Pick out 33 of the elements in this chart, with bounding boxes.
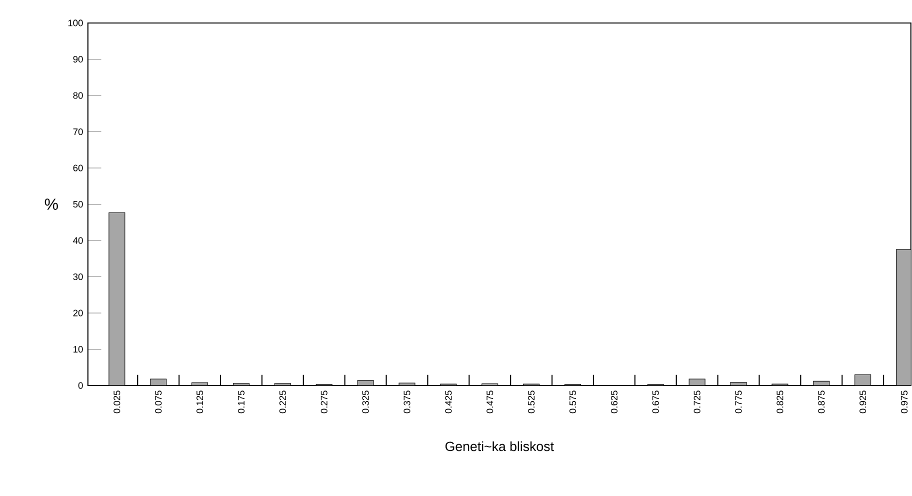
- x-tick-label: 0.575: [569, 390, 576, 414]
- x-tick-label: 0.525: [528, 390, 535, 414]
- y-tick-label: 90: [73, 56, 83, 62]
- y-tick-label: 10: [74, 346, 83, 352]
- x-tick-label: 0.175: [238, 390, 245, 414]
- y-tick-label: 40: [73, 237, 83, 244]
- y-tick-label: 0: [78, 382, 83, 389]
- y-tick-label: 80: [73, 92, 83, 99]
- x-tick-label: 0.075: [155, 390, 162, 414]
- x-tick-label: 0.025: [114, 390, 120, 414]
- y-tick-label: 50: [73, 200, 83, 208]
- y-tick-label: 70: [73, 128, 83, 135]
- x-axis-title: Geneti~ka bliskost: [445, 441, 554, 451]
- x-tick-label: 0.625: [610, 390, 618, 414]
- x-tick-label: 0.825: [776, 390, 784, 414]
- x-tick-label: 0.475: [486, 390, 494, 414]
- y-axis-title: %: [44, 198, 58, 210]
- y-tick-label: 60: [73, 164, 83, 172]
- y-tick-label: 30: [73, 273, 83, 280]
- x-tick-label: 0.875: [818, 390, 825, 414]
- x-tick-label: 0.925: [860, 390, 866, 414]
- y-tick-label: 20: [73, 310, 83, 316]
- x-tick-label: 0.225: [279, 390, 286, 414]
- x-tick-label: 0.375: [404, 390, 410, 414]
- x-tick-label: 0.725: [694, 390, 700, 414]
- x-tick-label: 0.125: [196, 390, 204, 414]
- x-tick-label: 0.675: [652, 390, 659, 414]
- x-tick-label: 0.975: [900, 390, 908, 414]
- y-tick-label: 100: [68, 20, 83, 26]
- x-tick-label: 0.775: [735, 390, 742, 414]
- x-tick-label: 0.275: [320, 390, 328, 414]
- x-tick-label: 0.425: [445, 390, 452, 414]
- x-tick-label: 0.325: [362, 390, 369, 414]
